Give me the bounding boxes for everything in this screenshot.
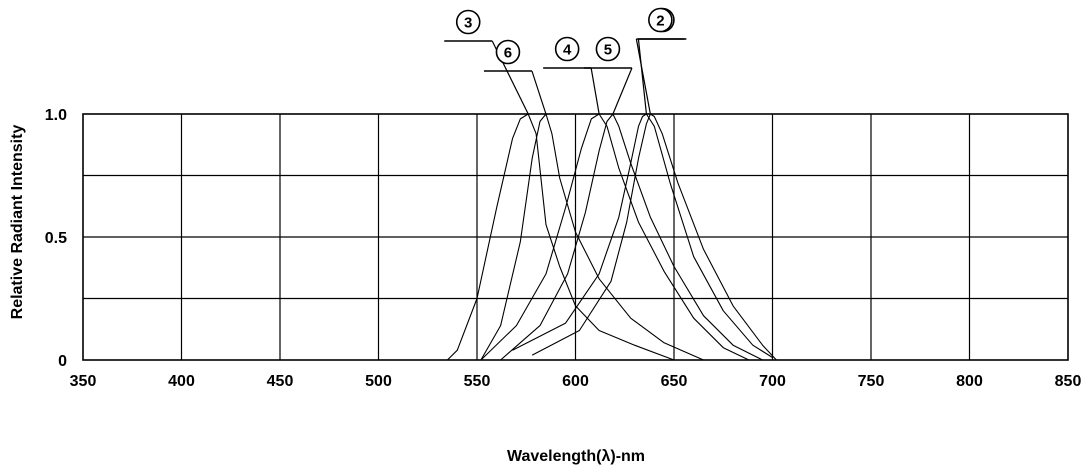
y-axis-label: Relative Radiant Intensity	[9, 125, 26, 320]
x-tick-label: 600	[562, 373, 589, 390]
x-tick-label: 550	[464, 373, 491, 390]
callout-leader-6	[531, 70, 547, 115]
series-line-2	[531, 113, 777, 361]
x-tick-label: 850	[1055, 373, 1082, 390]
callout-circle-2	[648, 7, 673, 33]
callout-label-2: 2	[656, 13, 664, 30]
callout-leader-1	[637, 38, 648, 115]
y-tick-label: 0	[58, 353, 67, 370]
callout-label-6: 6	[504, 45, 512, 62]
x-axis-label: Wavelength(λ)-nm	[507, 448, 645, 465]
x-tick-label: 450	[267, 373, 294, 390]
callout-circle-3	[455, 9, 481, 35]
y-tick-label: 1.0	[45, 107, 67, 124]
series-line-5	[500, 113, 763, 361]
series-line-1	[512, 113, 773, 358]
x-tick-label: 700	[759, 373, 786, 390]
callout-circle-4	[554, 36, 580, 62]
callout-leader-2	[635, 38, 651, 115]
x-tick-label: 750	[858, 373, 885, 390]
series-line-6	[480, 113, 704, 361]
callout-label-4: 4	[563, 42, 572, 59]
series-line-3	[447, 113, 675, 361]
series-line-4	[480, 113, 750, 361]
callout-circle-5	[595, 36, 621, 62]
x-tick-label: 350	[70, 373, 97, 390]
x-tick-label: 650	[661, 373, 688, 390]
callout-circle-6	[495, 39, 521, 65]
y-tick-label: 0.5	[45, 230, 67, 247]
x-tick-label: 500	[365, 373, 392, 390]
x-tick-label: 400	[168, 373, 195, 390]
callout-leader-5	[612, 67, 633, 115]
x-tick-label: 800	[956, 373, 983, 390]
callout-leader-4	[590, 67, 600, 115]
callout-label-3: 3	[464, 15, 472, 32]
callout-label-5: 5	[604, 42, 612, 59]
